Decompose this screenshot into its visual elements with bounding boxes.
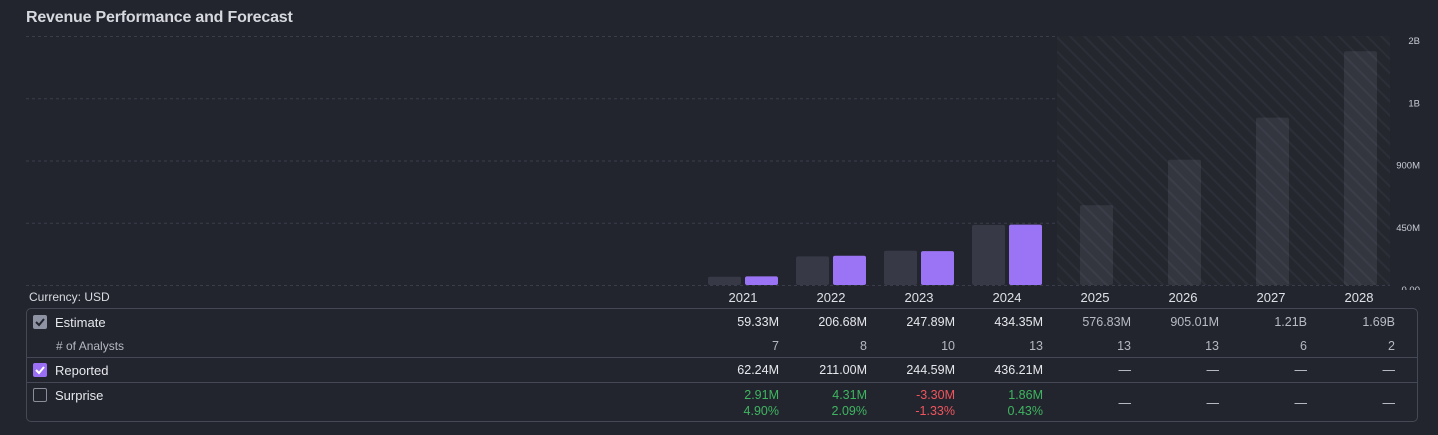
estimate-bar-2024 — [972, 224, 1005, 285]
revenue-table: Estimate # of Analysts Reported Surprise… — [26, 308, 1418, 422]
x-tick-label: 2027 — [1256, 290, 1286, 305]
estimate-cell: 59.33M — [737, 315, 779, 329]
estimate-cell: 1.21B — [1274, 315, 1307, 329]
surprise-abs-cell: 2.91M — [744, 388, 779, 402]
surprise-pct-cell: 4.90% — [743, 404, 779, 418]
analysts-cell: 7 — [772, 339, 779, 353]
estimate-bar-2023 — [884, 250, 917, 285]
analysts-cell: 2 — [1388, 339, 1395, 353]
reported-cell: 62.24M — [737, 363, 779, 377]
currency-label: Currency: USD — [29, 290, 110, 304]
analysts-cell: 6 — [1300, 339, 1307, 353]
reported-cell: — — [1206, 363, 1220, 377]
surprise-abs-cell: -3.30M — [916, 388, 955, 402]
y-tick-label: 450M — [1396, 223, 1420, 234]
surprise-cell: — — [1206, 396, 1220, 410]
x-tick-label: 2026 — [1168, 290, 1198, 305]
x-tick-label: 2024 — [992, 290, 1022, 305]
forecast-bar-2026 — [1168, 159, 1201, 285]
surprise-cell: — — [1294, 396, 1308, 410]
surprise-cell: — — [1118, 396, 1132, 410]
reported-bar-2023 — [921, 251, 954, 285]
y-tick-label: 0.00 — [1402, 285, 1421, 290]
reported-bar-2024 — [1009, 224, 1042, 285]
reported-bar-2022 — [833, 255, 866, 285]
reported-cell: — — [1382, 363, 1396, 377]
estimate-bar-2021 — [708, 276, 741, 285]
surprise-pct-cell: -1.33% — [915, 404, 955, 418]
surprise-cell: — — [1382, 396, 1396, 410]
forecast-bar-2027 — [1256, 117, 1289, 285]
surprise-abs-cell: 1.86M — [1008, 388, 1043, 402]
surprise-pct-cell: 0.43% — [1007, 404, 1043, 418]
y-tick-label: 900M — [1396, 161, 1420, 172]
estimate-label: Estimate — [55, 315, 106, 330]
estimate-cell: 247.89M — [906, 315, 955, 329]
estimate-checkbox[interactable] — [33, 315, 47, 329]
x-tick-label: 2025 — [1080, 290, 1110, 305]
analysts-label: # of Analysts — [56, 339, 125, 353]
x-tick-label: 2023 — [904, 290, 934, 305]
reported-cell: 211.00M — [819, 363, 867, 377]
check-icon — [35, 318, 45, 327]
analysts-cell: 13 — [1117, 339, 1131, 353]
x-tick-label: 2022 — [816, 290, 846, 305]
estimate-cell: 576.83M — [1082, 315, 1131, 329]
estimate-cell: 905.01M — [1170, 315, 1219, 329]
reported-cell: — — [1294, 363, 1308, 377]
y-tick-label: 1B — [1408, 98, 1420, 109]
reported-cell: 436.21M — [994, 363, 1043, 377]
analysts-cell: 10 — [941, 339, 955, 353]
x-tick-label: 2021 — [728, 290, 758, 305]
estimate-cell: 434.35M — [994, 315, 1043, 329]
reported-checkbox[interactable] — [33, 363, 47, 377]
forecast-bar-2028 — [1344, 51, 1377, 285]
x-tick-label: 2028 — [1344, 290, 1374, 305]
y-tick-label: 2B — [1408, 36, 1420, 47]
surprise-checkbox[interactable] — [33, 388, 47, 402]
reported-cell: 244.59M — [906, 363, 955, 377]
check-icon — [35, 366, 45, 375]
forecast-bar-2025 — [1080, 205, 1113, 285]
chart-title: Revenue Performance and Forecast — [26, 9, 293, 26]
surprise-pct-cell: 2.09% — [831, 404, 867, 418]
row-divider — [27, 357, 1417, 358]
revenue-chart: 0.00 450M 900M 1B 2B — [26, 36, 1421, 290]
analysts-cell: 8 — [860, 339, 867, 353]
estimate-cell: 1.69B — [1362, 315, 1395, 329]
row-divider — [27, 382, 1417, 383]
reported-bar-2021 — [745, 276, 778, 285]
reported-cell: — — [1118, 363, 1132, 377]
surprise-abs-cell: 4.31M — [832, 388, 867, 402]
reported-label: Reported — [55, 363, 109, 378]
surprise-label: Surprise — [55, 388, 104, 403]
analysts-cell: 13 — [1029, 339, 1043, 353]
analysts-cell: 13 — [1205, 339, 1219, 353]
estimate-cell: 206.68M — [818, 315, 867, 329]
estimate-bar-2022 — [796, 256, 829, 285]
